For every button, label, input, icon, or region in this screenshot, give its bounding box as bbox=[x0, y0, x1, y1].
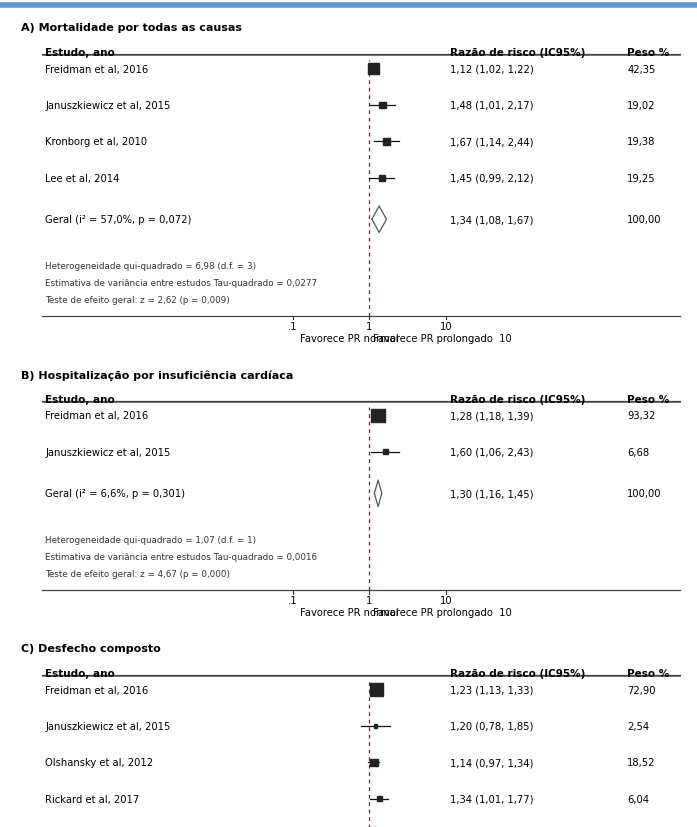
Text: C) Desfecho composto: C) Desfecho composto bbox=[21, 643, 161, 653]
Text: Januszkiewicz et al, 2015: Januszkiewicz et al, 2015 bbox=[45, 101, 171, 111]
Text: Geral (i² = 57,0%, p = 0,072): Geral (i² = 57,0%, p = 0,072) bbox=[45, 215, 192, 225]
Text: 1,60 (1,06, 2,43): 1,60 (1,06, 2,43) bbox=[450, 447, 533, 457]
Bar bbox=[383, 450, 388, 455]
Text: 1,34 (1,08, 1,67): 1,34 (1,08, 1,67) bbox=[450, 215, 533, 225]
Text: Peso %: Peso % bbox=[627, 668, 670, 678]
Bar bbox=[370, 683, 383, 696]
Text: Teste de efeito geral: z = 4,67 (p = 0,000): Teste de efeito geral: z = 4,67 (p = 0,0… bbox=[45, 570, 230, 579]
Text: .1: .1 bbox=[288, 595, 298, 605]
Text: 1,45 (0,99, 2,12): 1,45 (0,99, 2,12) bbox=[450, 174, 533, 184]
Text: 1,34 (1,01, 1,77): 1,34 (1,01, 1,77) bbox=[450, 794, 533, 804]
Bar bbox=[370, 758, 378, 767]
Text: Estudo, ano: Estudo, ano bbox=[45, 48, 115, 58]
Text: Favorece PR prolongado  10: Favorece PR prolongado 10 bbox=[373, 607, 512, 617]
Text: A) Mortalidade por todas as causas: A) Mortalidade por todas as causas bbox=[21, 23, 242, 33]
Text: Estudo, ano: Estudo, ano bbox=[45, 394, 115, 404]
Text: Olshansky et al, 2012: Olshansky et al, 2012 bbox=[45, 758, 153, 767]
Text: Januszkiewicz et al, 2015: Januszkiewicz et al, 2015 bbox=[45, 447, 171, 457]
Text: 6,04: 6,04 bbox=[627, 794, 650, 804]
Text: Freidman et al, 2016: Freidman et al, 2016 bbox=[45, 65, 148, 74]
Text: 100,00: 100,00 bbox=[627, 489, 661, 499]
Text: 1,23 (1,13, 1,33): 1,23 (1,13, 1,33) bbox=[450, 685, 533, 695]
Text: 10: 10 bbox=[440, 595, 452, 605]
Text: 1,20 (0,78, 1,85): 1,20 (0,78, 1,85) bbox=[450, 721, 533, 731]
Text: Lee et al, 2014: Lee et al, 2014 bbox=[45, 174, 120, 184]
Text: Razão de risco (IC95%): Razão de risco (IC95%) bbox=[450, 48, 585, 58]
Text: Januszkiewicz et al, 2015: Januszkiewicz et al, 2015 bbox=[45, 721, 171, 731]
Text: 42,35: 42,35 bbox=[627, 65, 656, 74]
Text: Peso %: Peso % bbox=[627, 48, 670, 58]
Text: Teste de efeito geral: z = 2,62 (p = 0,009): Teste de efeito geral: z = 2,62 (p = 0,0… bbox=[45, 296, 230, 305]
Text: 72,90: 72,90 bbox=[627, 685, 656, 695]
Text: Freidman et al, 2016: Freidman et al, 2016 bbox=[45, 685, 148, 695]
Bar bbox=[374, 724, 377, 728]
Text: 6,68: 6,68 bbox=[627, 447, 650, 457]
Text: 1,14 (0,97, 1,34): 1,14 (0,97, 1,34) bbox=[450, 758, 533, 767]
Text: 1,28 (1,18, 1,39): 1,28 (1,18, 1,39) bbox=[450, 411, 533, 421]
Text: Rickard et al, 2017: Rickard et al, 2017 bbox=[45, 794, 139, 804]
Text: 19,38: 19,38 bbox=[627, 137, 656, 147]
Text: Favorece PR normal: Favorece PR normal bbox=[300, 333, 398, 343]
Text: 1,30 (1,16, 1,45): 1,30 (1,16, 1,45) bbox=[450, 489, 533, 499]
Text: Razão de risco (IC95%): Razão de risco (IC95%) bbox=[450, 394, 585, 404]
Text: .1: .1 bbox=[288, 322, 298, 332]
Text: Razão de risco (IC95%): Razão de risco (IC95%) bbox=[450, 668, 585, 678]
Text: 10: 10 bbox=[440, 322, 452, 332]
Text: Geral (i² = 6,6%, p = 0,301): Geral (i² = 6,6%, p = 0,301) bbox=[45, 489, 185, 499]
Text: Favorece PR prolongado  10: Favorece PR prolongado 10 bbox=[373, 333, 512, 343]
Text: 19,25: 19,25 bbox=[627, 174, 656, 184]
Text: 18,52: 18,52 bbox=[627, 758, 656, 767]
Text: 1,67 (1,14, 2,44): 1,67 (1,14, 2,44) bbox=[450, 137, 533, 147]
Bar bbox=[378, 175, 385, 182]
Text: Peso %: Peso % bbox=[627, 394, 670, 404]
Text: 100,00: 100,00 bbox=[627, 215, 661, 225]
Text: Estimativa de variância entre estudos Tau-quadrado = 0,0277: Estimativa de variância entre estudos Ta… bbox=[45, 279, 317, 288]
Text: Kronborg et al, 2010: Kronborg et al, 2010 bbox=[45, 137, 148, 147]
Bar bbox=[379, 103, 385, 109]
Text: 2,54: 2,54 bbox=[627, 721, 650, 731]
Bar bbox=[367, 64, 379, 75]
Text: 19,02: 19,02 bbox=[627, 101, 656, 111]
Bar bbox=[383, 139, 390, 146]
Text: Estudo, ano: Estudo, ano bbox=[45, 668, 115, 678]
Text: Estimativa de variância entre estudos Tau-quadrado = 0,0016: Estimativa de variância entre estudos Ta… bbox=[45, 552, 317, 562]
Text: 1: 1 bbox=[366, 595, 373, 605]
Text: Favorece PR normal: Favorece PR normal bbox=[300, 607, 398, 617]
Text: 1: 1 bbox=[366, 322, 373, 332]
Text: Freidman et al, 2016: Freidman et al, 2016 bbox=[45, 411, 148, 421]
Text: 93,32: 93,32 bbox=[627, 411, 656, 421]
Text: 1,48 (1,01, 2,17): 1,48 (1,01, 2,17) bbox=[450, 101, 533, 111]
Text: Heterogeneidade qui-quadrado = 1,07 (d.f. = 1): Heterogeneidade qui-quadrado = 1,07 (d.f… bbox=[45, 535, 256, 544]
Bar bbox=[371, 409, 385, 423]
Bar bbox=[376, 796, 382, 801]
Text: B) Hospitalização por insuficiência cardíaca: B) Hospitalização por insuficiência card… bbox=[21, 370, 293, 380]
Text: Heterogeneidade qui-quadrado = 6,98 (d.f. = 3): Heterogeneidade qui-quadrado = 6,98 (d.f… bbox=[45, 261, 256, 270]
Text: 1,12 (1,02, 1,22): 1,12 (1,02, 1,22) bbox=[450, 65, 533, 74]
